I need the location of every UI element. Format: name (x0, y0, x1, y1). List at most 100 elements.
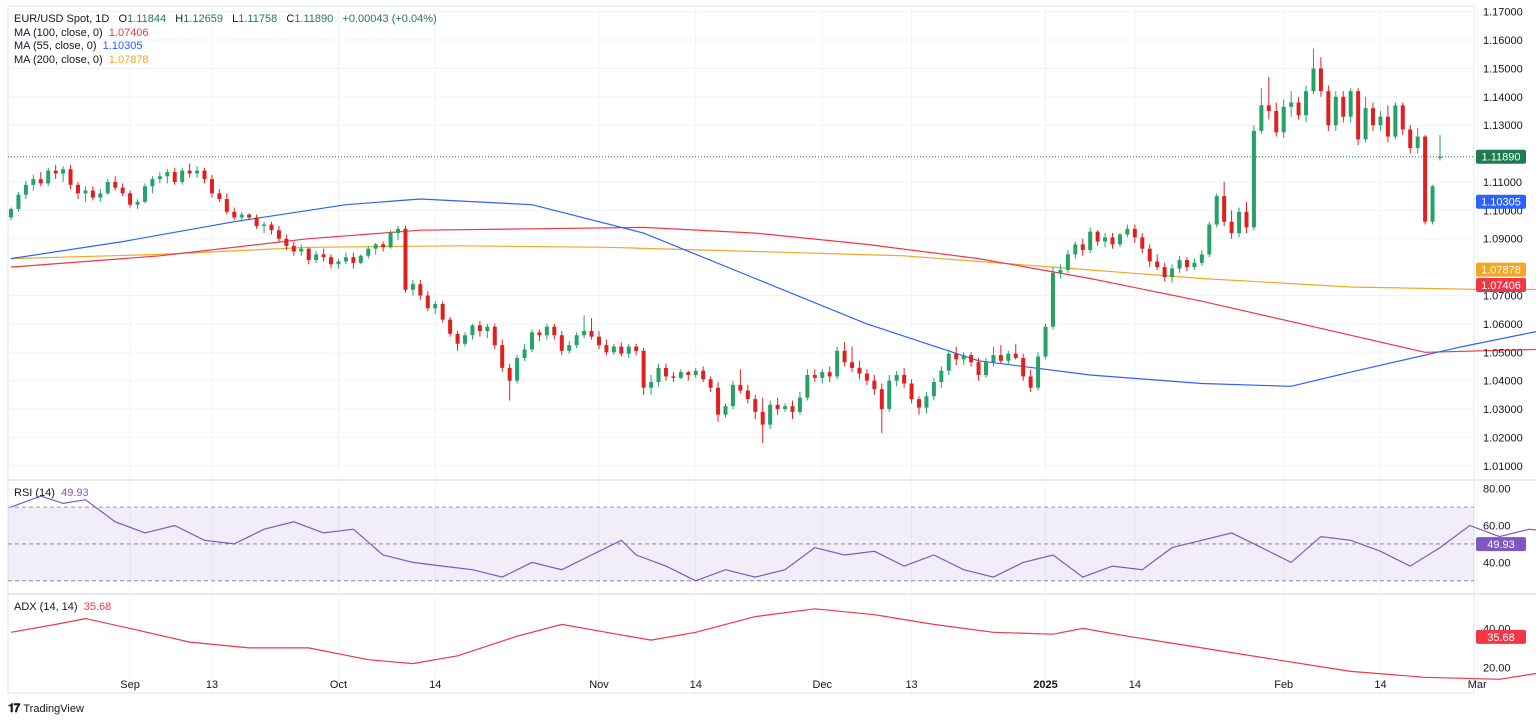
ma55-line (10, 198, 1536, 387)
candle-body (663, 367, 668, 377)
candle-body (418, 284, 423, 296)
candle-body (1423, 136, 1428, 222)
candle-body (708, 379, 713, 388)
time-tick-label: 2025 (1033, 679, 1057, 691)
candle-body (827, 372, 832, 377)
candle-body (113, 181, 118, 188)
price-badge-text: 1.07406 (1481, 280, 1521, 292)
price-tick-label: 1.15000 (1483, 63, 1523, 75)
adx-tick-label: 20.00 (1483, 663, 1511, 675)
price-badge-text: 1.11890 (1482, 152, 1521, 164)
candle-body (1125, 228, 1130, 235)
candle-body (254, 217, 259, 226)
candle-body (522, 349, 527, 358)
candle-body (701, 370, 706, 380)
candle-body (1311, 68, 1316, 92)
rsi-tick-label: 60.00 (1483, 521, 1511, 533)
candle-body (410, 284, 415, 290)
price-badge-text: 1.07878 (1481, 265, 1521, 277)
price-tick-label: 1.06000 (1483, 319, 1523, 331)
price-tick-label: 1.17000 (1483, 7, 1523, 19)
candle-body (1274, 111, 1279, 133)
tradingview-brand[interactable]: 𝟏𝟕 TradingView (8, 701, 84, 716)
candle-body (165, 172, 170, 177)
candle-body (329, 257, 334, 265)
symbol-label: EUR/USD Spot, 1D (14, 13, 110, 25)
candle-body (150, 179, 155, 187)
candle-body (529, 332, 534, 350)
candle-body (1378, 116, 1383, 126)
candle-body (291, 245, 296, 252)
price-badge-bg (1476, 194, 1526, 209)
price-tick-label: 1.04000 (1483, 376, 1523, 388)
candle-body (321, 254, 326, 258)
chart-frame (7, 5, 1536, 694)
candle-body (23, 184, 28, 195)
time-tick-label: Oct (330, 679, 347, 691)
candle-body (582, 330, 587, 336)
candle-body (1415, 136, 1420, 148)
candle-body (433, 304, 438, 309)
candle-body (1155, 261, 1160, 268)
candle-body (366, 248, 371, 256)
candle-body (574, 335, 579, 346)
candle-body (649, 382, 654, 388)
rsi-badge-bg (1476, 537, 1526, 552)
candle-body (1237, 211, 1242, 234)
time-tick-label: 14 (690, 679, 702, 691)
candle-body (552, 326, 557, 336)
candle-body (202, 170, 207, 180)
candle-body (269, 224, 274, 231)
candle-body (1266, 105, 1271, 112)
candle-body (142, 186, 147, 202)
price-tick-label: 1.11000 (1483, 177, 1522, 189)
time-tick-label: Dec (812, 679, 832, 691)
price-tick-label: 1.05000 (1483, 347, 1523, 359)
candle-body (954, 353, 959, 360)
candle-body (1207, 224, 1212, 255)
candle-body (1289, 102, 1294, 107)
candle-body (634, 346, 639, 351)
ma200-path (10, 245, 1536, 291)
candle-body (299, 248, 304, 252)
candle-body (716, 387, 721, 415)
candle-body (619, 346, 624, 354)
candle-body (969, 355, 974, 363)
chart-legend: EUR/USD Spot, 1D O1.11844 H1.12659 L1.11… (14, 13, 437, 67)
ma200-label: MA (200, close, 0) (14, 53, 103, 66)
candle-body (723, 406, 728, 415)
rsi-pane (8, 495, 1536, 582)
candle-body (1170, 268, 1175, 278)
ma100-line (10, 226, 1536, 353)
ma55-legend: MA (55, close, 0) 1.10305 (14, 40, 437, 54)
candles (9, 48, 1442, 444)
candle-body (1318, 68, 1323, 92)
candle-body (276, 230, 281, 239)
candle-body (1117, 234, 1122, 245)
candle-body (1363, 108, 1368, 140)
rsi-value: 49.93 (61, 487, 89, 499)
time-axis: Sep13Oct14Nov14Dec13202514Feb14Mar14Apr1… (120, 679, 1487, 691)
candle-body (455, 333, 460, 344)
candle-body (1132, 228, 1137, 238)
grid-lines (8, 6, 1478, 693)
candle-body (16, 194, 21, 209)
ohlc-row: EUR/USD Spot, 1D O1.11844 H1.12659 L1.11… (14, 13, 437, 27)
candle-body (872, 380, 877, 390)
candle-body (976, 362, 981, 375)
price-badge-text: 1.10305 (1481, 197, 1521, 209)
ma100-value: 1.07406 (108, 26, 149, 39)
candle-body (46, 170, 51, 184)
candle-body (589, 330, 594, 337)
candle-body (850, 362, 855, 368)
low-value: 1.11758 (238, 13, 278, 25)
candle-body (306, 248, 311, 261)
ma100-label: MA (100, close, 0) (14, 26, 103, 39)
price-axis: 1.17000 1.16000 1.15000 1.14000 1.13000 1.110… (1483, 7, 1523, 675)
candle-body (678, 372, 683, 378)
candle-body (388, 233, 393, 248)
candle-body (247, 214, 252, 218)
candle-body (604, 345, 609, 353)
candle-body (195, 170, 200, 174)
price-tick-label: 1.07000 (1483, 291, 1523, 303)
